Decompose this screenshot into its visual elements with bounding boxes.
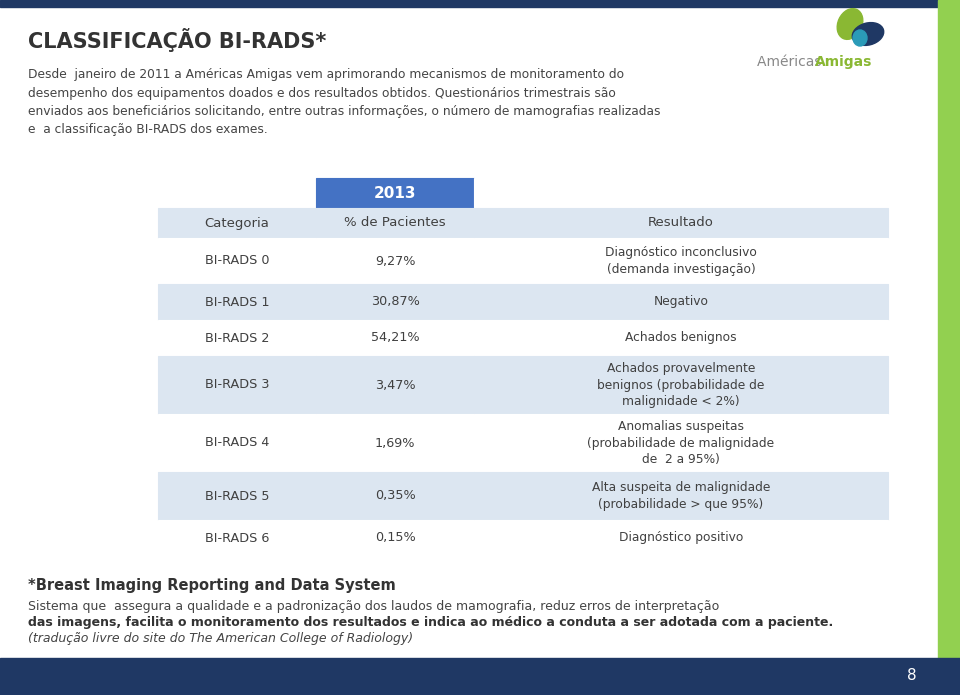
Bar	[474, 284, 888, 320]
Bar	[316, 356, 474, 414]
Text: Negativo: Negativo	[654, 295, 708, 309]
Text: 30,87%: 30,87%	[371, 295, 420, 309]
Bar	[474, 208, 888, 238]
Bar	[316, 238, 474, 284]
Bar	[158, 178, 316, 208]
Bar	[158, 238, 316, 284]
Text: Amigas: Amigas	[815, 55, 873, 69]
Ellipse shape	[837, 8, 863, 40]
Ellipse shape	[852, 23, 884, 45]
Text: das imagens, facilita o monitoramento dos resultados e indica ao médico a condut: das imagens, facilita o monitoramento do…	[28, 616, 833, 629]
Bar	[316, 284, 474, 320]
Text: 1,69%: 1,69%	[374, 436, 416, 450]
Bar	[474, 320, 888, 356]
Text: Resultado: Resultado	[648, 217, 714, 229]
Text: Achados benignos: Achados benignos	[625, 332, 737, 345]
Text: Alta suspeita de malignidade
(probabilidade > que 95%): Alta suspeita de malignidade (probabilid…	[591, 481, 770, 511]
Text: Diagnóstico positivo: Diagnóstico positivo	[619, 532, 743, 544]
Bar	[0, 658, 960, 695]
Text: BI-RADS 4: BI-RADS 4	[204, 436, 269, 450]
Bar	[0, 0, 960, 7]
Text: BI-RADS 5: BI-RADS 5	[204, 489, 269, 502]
Text: Américas: Américas	[757, 55, 826, 69]
Bar	[474, 238, 888, 284]
Bar	[158, 320, 316, 356]
Bar	[158, 356, 316, 414]
Bar	[316, 520, 474, 556]
Bar	[316, 208, 474, 238]
Bar	[158, 472, 316, 520]
Text: *Breast Imaging Reporting and Data System: *Breast Imaging Reporting and Data Syste…	[28, 578, 396, 593]
Bar	[158, 208, 316, 238]
Bar	[158, 520, 316, 556]
Text: 54,21%: 54,21%	[371, 332, 420, 345]
Text: 9,27%: 9,27%	[374, 254, 416, 268]
Text: Diagnóstico inconclusivo
(demanda investigação): Diagnóstico inconclusivo (demanda invest…	[605, 246, 756, 276]
Bar	[316, 472, 474, 520]
Bar	[158, 414, 316, 472]
Bar	[474, 356, 888, 414]
Text: 0,15%: 0,15%	[374, 532, 416, 544]
Bar	[474, 472, 888, 520]
Text: BI-RADS 6: BI-RADS 6	[204, 532, 269, 544]
Bar	[316, 320, 474, 356]
Text: (tradução livre do site do The American College of Radiology): (tradução livre do site do The American …	[28, 632, 413, 645]
Text: Desde  janeiro de 2011 a Américas Amigas vem aprimorando mecanismos de monitoram: Desde janeiro de 2011 a Américas Amigas …	[28, 68, 660, 136]
Text: Categoria: Categoria	[204, 217, 270, 229]
Text: BI-RADS 0: BI-RADS 0	[204, 254, 269, 268]
Text: BI-RADS 2: BI-RADS 2	[204, 332, 269, 345]
Ellipse shape	[853, 30, 867, 46]
Text: 3,47%: 3,47%	[374, 379, 416, 391]
Text: 0,35%: 0,35%	[374, 489, 416, 502]
Bar	[474, 414, 888, 472]
Text: 8: 8	[907, 669, 917, 683]
Text: BI-RADS 1: BI-RADS 1	[204, 295, 269, 309]
Text: CLASSIFICAÇÃO BI-RADS*: CLASSIFICAÇÃO BI-RADS*	[28, 28, 326, 52]
Bar	[316, 178, 474, 208]
Bar	[938, 0, 960, 695]
Bar	[474, 178, 888, 208]
Bar	[474, 520, 888, 556]
Text: BI-RADS 3: BI-RADS 3	[204, 379, 269, 391]
Text: 2013: 2013	[373, 186, 417, 200]
Text: Anomalias suspeitas
(probabilidade de malignidade
de  2 a 95%): Anomalias suspeitas (probabilidade de ma…	[588, 420, 775, 466]
Text: Achados provavelmente
benignos (probabilidade de
malignidade < 2%): Achados provavelmente benignos (probabil…	[597, 362, 765, 408]
Bar	[158, 284, 316, 320]
Text: Sistema que  assegura a qualidade e a padronização dos laudos de mamografia, red: Sistema que assegura a qualidade e a pad…	[28, 600, 719, 613]
Text: % de Pacientes: % de Pacientes	[345, 217, 445, 229]
Bar	[316, 414, 474, 472]
